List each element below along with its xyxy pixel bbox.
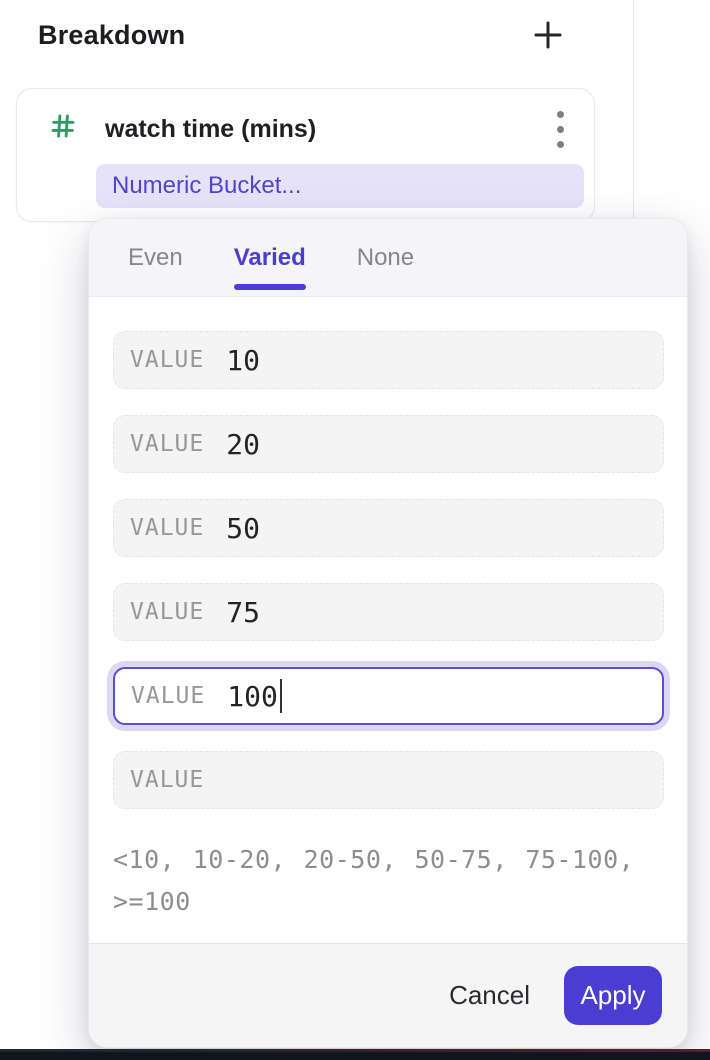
value-text: 20 — [226, 427, 260, 461]
numeric-bucket-selector[interactable]: Numeric Bucket... — [96, 164, 584, 208]
breakdown-card-header: watch time (mins) — [17, 89, 594, 148]
cancel-button[interactable]: Cancel — [439, 972, 540, 1019]
value-input-row[interactable]: VALUE 20 — [113, 415, 664, 473]
bucket-ranges-preview: <10, 10-20, 20-50, 50-75, 75-100, >=100 — [113, 845, 635, 916]
value-label: VALUE — [130, 767, 205, 793]
breakdown-section-header: Breakdown — [0, 0, 633, 70]
value-label: VALUE — [131, 683, 206, 709]
value-input-row[interactable]: VALUE 50 — [113, 499, 664, 557]
value-input-row[interactable]: VALUE 10 — [113, 331, 664, 389]
value-input-row-focused[interactable]: VALUE 100 — [113, 667, 664, 725]
bucket-values-list: VALUE 10 VALUE 20 VALUE 50 VALUE 75 VALU… — [89, 297, 687, 943]
bottom-edge-strip — [0, 1049, 710, 1060]
page-title: Breakdown — [38, 20, 186, 50]
number-hash-icon — [51, 114, 75, 138]
tab-even[interactable]: Even — [128, 243, 183, 271]
bucket-mode-tabs: Even Varied None — [89, 219, 687, 297]
value-text: 10 — [226, 343, 260, 377]
panel-divider — [633, 0, 634, 218]
numeric-bucket-popover: Even Varied None VALUE 10 VALUE 20 VALUE… — [88, 218, 688, 1048]
value-text: 75 — [226, 595, 260, 629]
popover-footer: Cancel Apply — [89, 943, 687, 1047]
value-text: 100 — [227, 679, 278, 713]
tab-none[interactable]: None — [356, 243, 415, 271]
value-input-row-empty[interactable]: VALUE — [113, 751, 664, 809]
apply-button[interactable]: Apply — [564, 966, 662, 1025]
breakdown-property-name: watch time (mins) — [105, 115, 317, 143]
numeric-bucket-label: Numeric Bucket... — [112, 172, 302, 199]
value-label: VALUE — [130, 347, 205, 373]
value-text: 50 — [226, 511, 260, 545]
value-label: VALUE — [130, 599, 205, 625]
breakdown-property-card: watch time (mins) Numeric Bucket... — [16, 88, 595, 222]
text-cursor — [279, 679, 282, 713]
value-input-row[interactable]: VALUE 75 — [113, 583, 664, 641]
plus-icon — [534, 21, 562, 49]
tab-varied[interactable]: Varied — [233, 219, 306, 296]
value-label: VALUE — [130, 431, 205, 457]
value-label: VALUE — [130, 515, 205, 541]
kebab-menu-icon[interactable] — [540, 107, 580, 151]
add-breakdown-button[interactable] — [530, 17, 566, 53]
